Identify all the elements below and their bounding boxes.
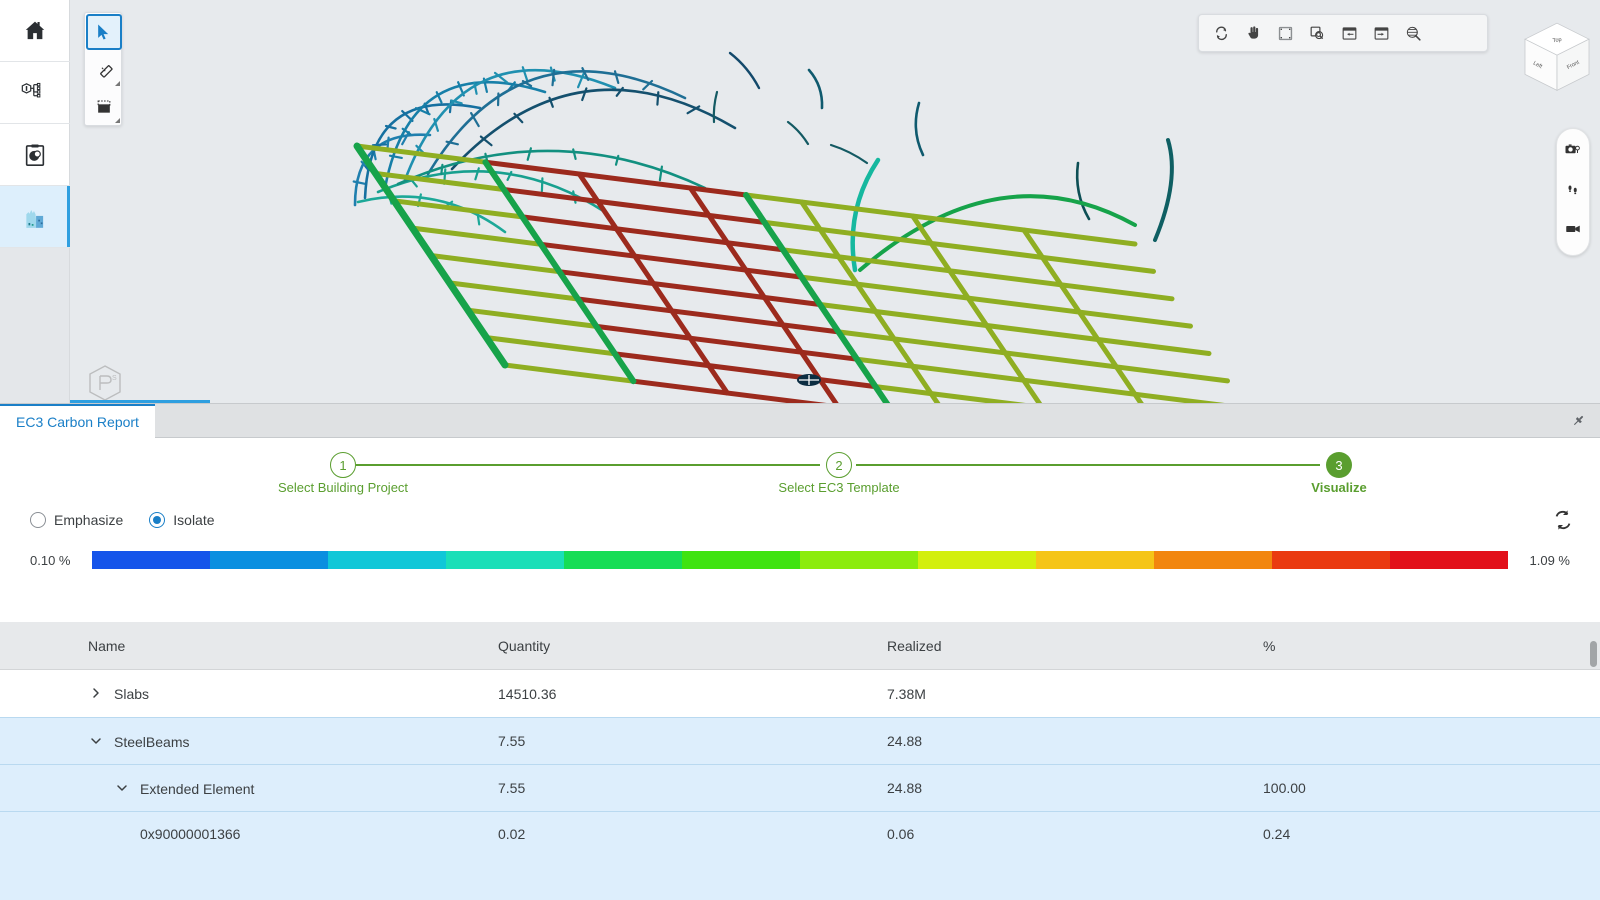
- svg-text:S: S: [112, 375, 117, 382]
